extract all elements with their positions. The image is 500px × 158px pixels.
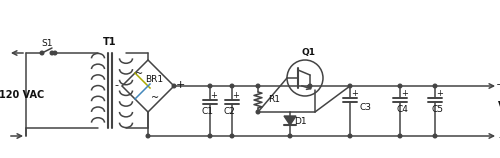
- Text: +: +: [210, 91, 218, 100]
- Text: C3: C3: [360, 103, 372, 112]
- Text: -: -: [498, 132, 500, 142]
- Circle shape: [348, 134, 352, 138]
- Text: D1: D1: [294, 116, 306, 125]
- Circle shape: [398, 84, 402, 88]
- Text: 120 VAC: 120 VAC: [0, 90, 44, 100]
- Circle shape: [230, 134, 234, 138]
- Text: +: +: [352, 89, 358, 98]
- Text: R1: R1: [268, 94, 280, 103]
- Polygon shape: [284, 116, 296, 125]
- Text: S1: S1: [41, 39, 53, 48]
- Text: +: +: [176, 80, 184, 90]
- Text: ~: ~: [135, 69, 143, 79]
- Text: T1: T1: [104, 37, 117, 47]
- Text: BR1: BR1: [145, 76, 163, 85]
- Circle shape: [50, 51, 54, 55]
- Text: +: +: [496, 80, 500, 90]
- Circle shape: [398, 134, 402, 138]
- Text: C2: C2: [223, 107, 235, 116]
- Circle shape: [146, 134, 150, 138]
- Text: +: +: [402, 89, 408, 98]
- Circle shape: [208, 84, 212, 88]
- Circle shape: [208, 134, 212, 138]
- Circle shape: [288, 134, 292, 138]
- Circle shape: [433, 84, 437, 88]
- Circle shape: [40, 51, 44, 55]
- Circle shape: [256, 110, 260, 114]
- Text: +: +: [436, 89, 444, 98]
- Circle shape: [308, 84, 312, 88]
- Text: +: +: [232, 91, 239, 100]
- Text: Q1: Q1: [301, 49, 315, 58]
- Text: C4: C4: [396, 106, 408, 115]
- Circle shape: [256, 84, 260, 88]
- Circle shape: [433, 134, 437, 138]
- Text: Voltage Out: Voltage Out: [498, 101, 500, 111]
- Circle shape: [53, 51, 57, 55]
- Text: -: -: [114, 80, 118, 90]
- Text: ~: ~: [151, 93, 159, 103]
- Circle shape: [348, 84, 352, 88]
- Circle shape: [230, 84, 234, 88]
- Circle shape: [172, 84, 176, 88]
- Text: C1: C1: [201, 107, 213, 116]
- Text: C5: C5: [431, 106, 443, 115]
